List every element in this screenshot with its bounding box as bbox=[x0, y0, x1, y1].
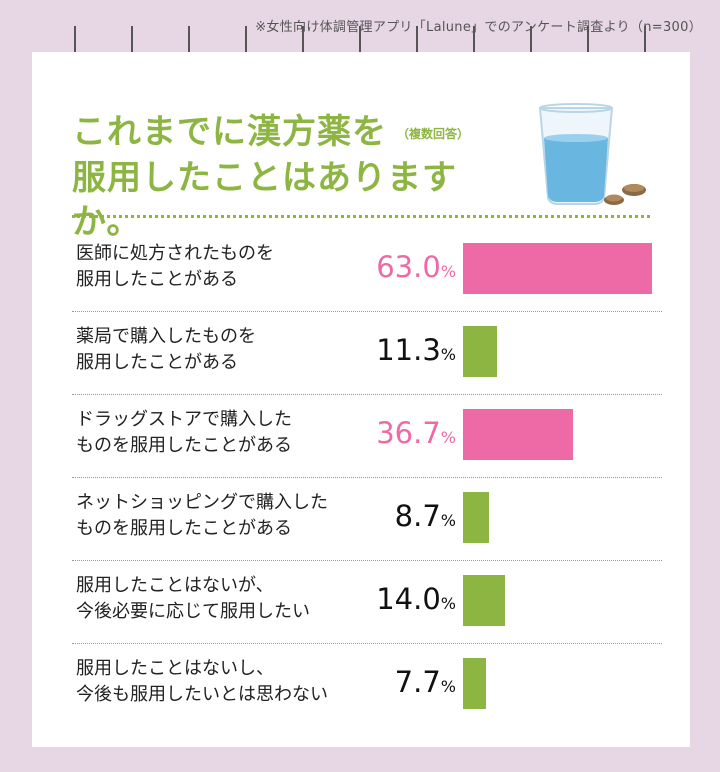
row-separator bbox=[72, 477, 662, 478]
bar bbox=[463, 658, 486, 709]
bar-label-line: 服用したことがある bbox=[76, 352, 238, 373]
source-note: ※女性向け体調管理アプリ「Lalune」でのアンケート調査より（n=300） bbox=[255, 20, 702, 35]
bar-label: ドラッグストアで購入した ものを服用したことがある bbox=[76, 407, 366, 459]
data-label-value: 36.7 bbox=[376, 416, 441, 450]
data-label: 36.7% bbox=[356, 416, 456, 450]
bar-label-line: 今後も服用したいとは思わない bbox=[76, 684, 328, 705]
bar-label: ネットショッピングで購入した ものを服用したことがある bbox=[76, 490, 366, 542]
bar bbox=[463, 326, 497, 377]
bar-label-line: 医師に処方されたものを bbox=[76, 243, 274, 264]
data-label-unit: % bbox=[440, 677, 456, 696]
bar bbox=[463, 492, 489, 543]
bar bbox=[463, 409, 573, 460]
row-separator bbox=[72, 311, 662, 312]
bar-label-line: 服用したことはないし、 bbox=[76, 658, 274, 679]
bar bbox=[463, 243, 652, 294]
data-label-unit: % bbox=[440, 594, 456, 613]
bar-label-line: ものを服用したことがある bbox=[76, 435, 292, 456]
pill-icon bbox=[604, 184, 646, 205]
title-note: （複数回答） bbox=[397, 126, 470, 141]
bar-label-line: ドラッグストアで購入した bbox=[76, 409, 292, 430]
bar-label-line: 服用したことはないが、 bbox=[76, 575, 274, 596]
data-label: 8.7% bbox=[356, 499, 456, 533]
bar-label-line: 今後必要に応じて服用したい bbox=[76, 601, 310, 622]
title-divider bbox=[72, 215, 650, 218]
row-separator bbox=[72, 643, 662, 644]
bar-label-line: ネットショッピングで購入した bbox=[76, 492, 328, 513]
data-label-value: 14.0 bbox=[376, 582, 441, 616]
data-label: 7.7% bbox=[356, 665, 456, 699]
row-separator bbox=[72, 560, 662, 561]
data-label-unit: % bbox=[440, 262, 456, 281]
bar-label: 服用したことはないが、今後必要に応じて服用したい bbox=[76, 573, 366, 625]
data-label-value: 11.3 bbox=[376, 333, 441, 367]
bar-label-line: ものを服用したことがある bbox=[76, 518, 292, 539]
bar-label-line: 服用したことがある bbox=[76, 269, 238, 290]
title-line1: これまでに漢方薬を bbox=[72, 112, 387, 152]
bar-label: 医師に処方されたものを 服用したことがある bbox=[76, 241, 366, 293]
bar-label: 薬局で購入したものを 服用したことがある bbox=[76, 324, 366, 376]
data-label-unit: % bbox=[440, 428, 456, 447]
row-separator bbox=[72, 394, 662, 395]
bar-label: 服用したことはないし、今後も服用したいとは思わない bbox=[76, 656, 366, 708]
data-label-value: 7.7 bbox=[394, 665, 441, 699]
water-glass-icon bbox=[538, 103, 646, 205]
chart-title: これまでに漢方薬を （複数回答） 服用したことはありますか。 bbox=[72, 110, 492, 244]
bar bbox=[463, 575, 505, 626]
data-label: 14.0% bbox=[356, 582, 456, 616]
title-line2: 服用したことはありますか。 bbox=[72, 157, 457, 242]
bar-label-line: 薬局で購入したものを bbox=[76, 326, 256, 347]
data-label-unit: % bbox=[440, 511, 456, 530]
data-label: 63.0% bbox=[356, 250, 456, 284]
data-label-value: 63.0 bbox=[376, 250, 441, 284]
data-label-unit: % bbox=[440, 345, 456, 364]
data-label-value: 8.7 bbox=[394, 499, 441, 533]
data-label: 11.3% bbox=[356, 333, 456, 367]
